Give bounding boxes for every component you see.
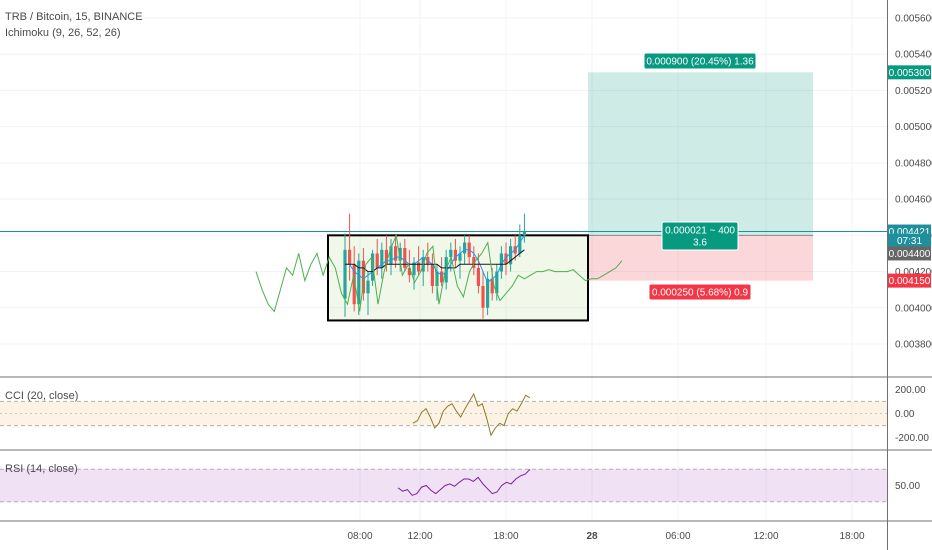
price-tag-label: 0.004421 (889, 227, 931, 238)
entry-label-text: 3.6 (693, 238, 707, 249)
entry-label[interactable] (661, 221, 739, 251)
candle-body[interactable] (366, 280, 370, 294)
candle-body[interactable] (361, 260, 365, 294)
time-tick-label: 18:00 (839, 531, 864, 542)
price-tag (888, 246, 931, 261)
candle-body[interactable] (476, 267, 480, 287)
candle-body[interactable] (389, 246, 393, 265)
rsi-line (397, 468, 531, 496)
candle-body[interactable] (440, 271, 444, 283)
time-tick-label: 08:00 (347, 531, 372, 542)
cci-legend[interactable]: CCI (20, close) (5, 390, 79, 402)
candle-body[interactable] (407, 267, 411, 276)
time-tick-label: 28 (586, 531, 598, 542)
candle-body[interactable] (453, 249, 457, 261)
candle-body[interactable] (495, 271, 499, 294)
cci-band (0, 401, 887, 426)
time-tick-label: 12:00 (753, 531, 778, 542)
price-tag (888, 273, 931, 288)
rsi-tick-label: 50.00 (895, 481, 920, 492)
candle-body[interactable] (490, 278, 494, 294)
stop-label[interactable] (648, 283, 752, 301)
candle-body[interactable] (430, 264, 434, 287)
candle-body[interactable] (403, 248, 407, 268)
candle-body[interactable] (463, 242, 467, 254)
candle-body[interactable] (472, 257, 476, 268)
candle-body[interactable] (449, 249, 453, 258)
time-tick-label: 06:00 (665, 531, 690, 542)
entry-label-text: 0.000021 ~ 400 (665, 226, 735, 237)
candle-body[interactable] (481, 286, 485, 308)
candle-body[interactable] (371, 253, 375, 281)
symbol-title[interactable]: TRB / Bitcoin, 15, BINANCE (5, 11, 143, 23)
price-tag (888, 65, 931, 80)
rsi-legend[interactable]: RSI (14, close) (5, 463, 78, 475)
chikou-line (255, 233, 623, 313)
rsi-band (0, 469, 887, 502)
candle-body[interactable] (499, 253, 503, 272)
candle-body[interactable] (343, 249, 347, 299)
candle-body[interactable] (375, 253, 379, 268)
time-tick-label: 12:00 (407, 531, 432, 542)
candle-body[interactable] (486, 278, 490, 308)
price-tag-label: 0.004400 (889, 249, 931, 260)
cci-tick-label: 0.00 (895, 409, 915, 420)
candle-body[interactable] (398, 248, 402, 261)
target-label[interactable] (643, 52, 757, 70)
candle-body[interactable] (509, 246, 513, 265)
candle-body[interactable] (384, 249, 388, 265)
candle-body[interactable] (380, 249, 384, 268)
target-label-text: 0.000900 (20.45%) 1.36 (646, 57, 754, 68)
target-zone[interactable] (588, 72, 813, 236)
candle-body[interactable] (412, 262, 416, 276)
price-tag-label: 0.005300 (889, 68, 931, 79)
cci-tick-label: -200.00 (895, 433, 929, 444)
candle-body[interactable] (417, 262, 421, 272)
cci-line (412, 392, 531, 437)
cci-tick-label: 200.00 (895, 385, 926, 396)
candle-body[interactable] (348, 249, 352, 265)
candle-body[interactable] (458, 253, 462, 261)
candle-body[interactable] (352, 264, 356, 305)
ichimoku-legend[interactable]: Ichimoku (9, 26, 52, 26) (5, 27, 121, 39)
range-box[interactable] (327, 234, 589, 322)
candle-body[interactable] (504, 253, 508, 265)
candle-body[interactable] (357, 260, 361, 305)
candle-body[interactable] (518, 235, 522, 254)
price-tag-label: 0.004150 (889, 276, 931, 287)
candle-body[interactable] (522, 231, 526, 236)
stop-label-text: 0.000250 (5.68%) 0.9 (652, 288, 749, 299)
candle-body[interactable] (435, 271, 439, 287)
price-tag-label: 07:31 (897, 236, 922, 247)
time-tick-label: 18:00 (493, 531, 518, 542)
candle-body[interactable] (394, 246, 398, 261)
price-tag (888, 233, 931, 248)
